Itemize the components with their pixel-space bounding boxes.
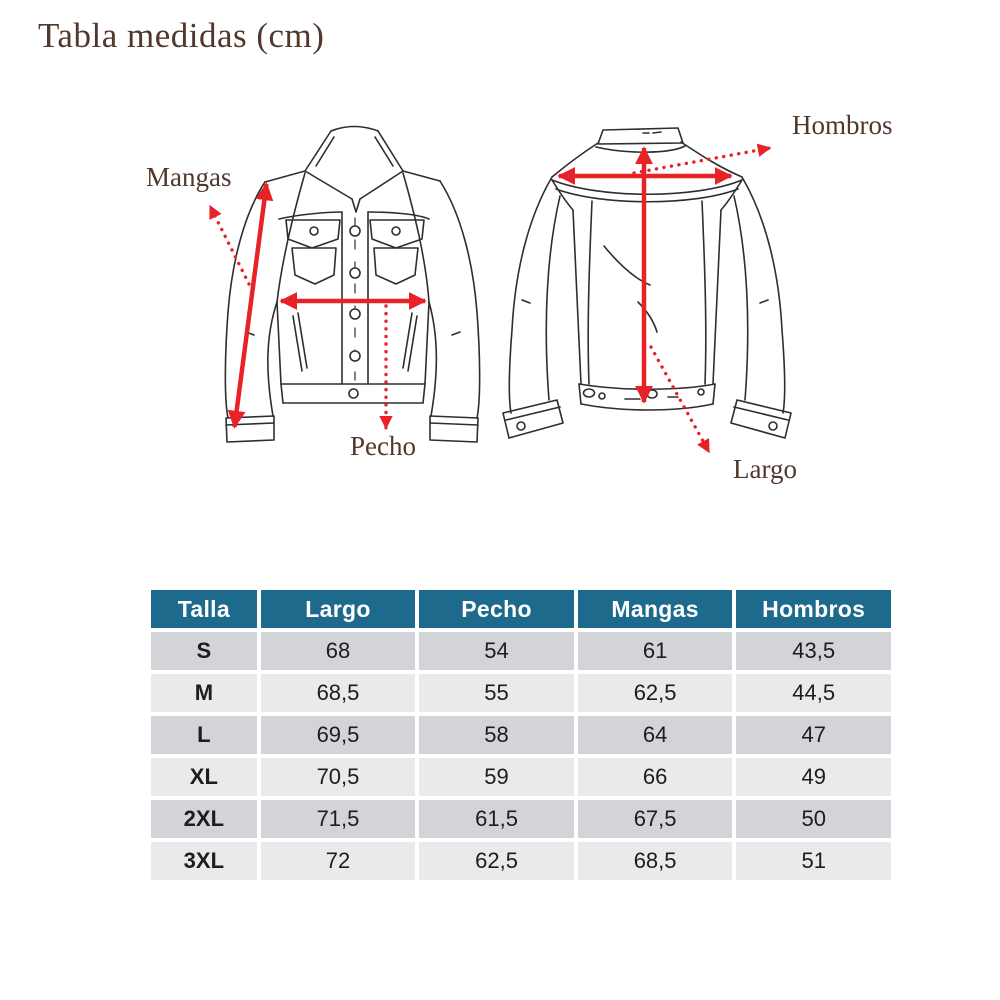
- table-row-s: S 68 54 61 43,5: [151, 632, 891, 670]
- measurement-cell: 72: [260, 842, 416, 880]
- mangas-pointer-arrow: [208, 204, 251, 286]
- measurement-cell: 70,5: [260, 758, 416, 796]
- measurement-cell: 64: [577, 716, 733, 754]
- page-title: Tabla medidas (cm): [38, 16, 325, 55]
- measurement-cell: 50: [736, 800, 891, 838]
- size-cell: M: [151, 674, 257, 712]
- column-header-pecho: Pecho: [419, 590, 574, 628]
- size-cell: XL: [151, 758, 257, 796]
- largo-label: Largo: [733, 454, 797, 484]
- size-cell: 2XL: [151, 800, 257, 838]
- measurement-cell: 58: [419, 716, 574, 754]
- measurement-cell: 68: [260, 632, 416, 670]
- largo-pointer-arrow: [649, 345, 711, 454]
- column-header-largo: Largo: [260, 590, 416, 628]
- measurement-cell: 44,5: [736, 674, 891, 712]
- table-row-xl: XL 70,5 59 66 49: [151, 758, 891, 796]
- hombros-pointer-arrow: [632, 143, 772, 175]
- measurement-cell: 68,5: [577, 842, 733, 880]
- table-row-l: L 69,5 58 64 47: [151, 716, 891, 754]
- mangas-measure-arrow: [227, 182, 274, 429]
- measurement-cell: 61: [577, 632, 733, 670]
- column-header-mangas: Mangas: [577, 590, 733, 628]
- jacket-illustration: [208, 125, 792, 454]
- measurement-cell: 61,5: [419, 800, 574, 838]
- measurement-cell: 51: [736, 842, 891, 880]
- size-cell: 3XL: [151, 842, 257, 880]
- measurement-cell: 62,5: [419, 842, 574, 880]
- measurement-cell: 69,5: [260, 716, 416, 754]
- measurement-cell: 54: [419, 632, 574, 670]
- header-row: Talla Largo Pecho Mangas Hombros: [151, 590, 891, 628]
- measurement-cell: 47: [736, 716, 891, 754]
- measurement-cell: 67,5: [577, 800, 733, 838]
- measurement-cell: 43,5: [736, 632, 891, 670]
- pecho-label: Pecho: [350, 431, 416, 461]
- table-row-2xl: 2XL 71,5 61,5 67,5 50: [151, 800, 891, 838]
- measurement-cell: 59: [419, 758, 574, 796]
- measurement-cell: 55: [419, 674, 574, 712]
- mangas-label: Mangas: [146, 162, 232, 192]
- measurement-cell: 49: [736, 758, 891, 796]
- measurement-cell: 68,5: [260, 674, 416, 712]
- column-header-talla: Talla: [151, 590, 257, 628]
- table-row-m: M 68,5 55 62,5 44,5: [151, 674, 891, 712]
- front-jacket-drawing: [224, 125, 481, 443]
- size-cell: L: [151, 716, 257, 754]
- measurement-cell: 66: [577, 758, 733, 796]
- measurement-cell: 62,5: [577, 674, 733, 712]
- column-header-hombros: Hombros: [736, 590, 891, 628]
- hombros-label: Hombros: [792, 110, 893, 140]
- table-row-3xl: 3XL 72 62,5 68,5 51: [151, 842, 891, 880]
- measure-arrows: [208, 143, 772, 454]
- size-table: Talla Largo Pecho Mangas Hombros S 68 54…: [147, 586, 895, 884]
- measurement-cell: 71,5: [260, 800, 416, 838]
- size-cell: S: [151, 632, 257, 670]
